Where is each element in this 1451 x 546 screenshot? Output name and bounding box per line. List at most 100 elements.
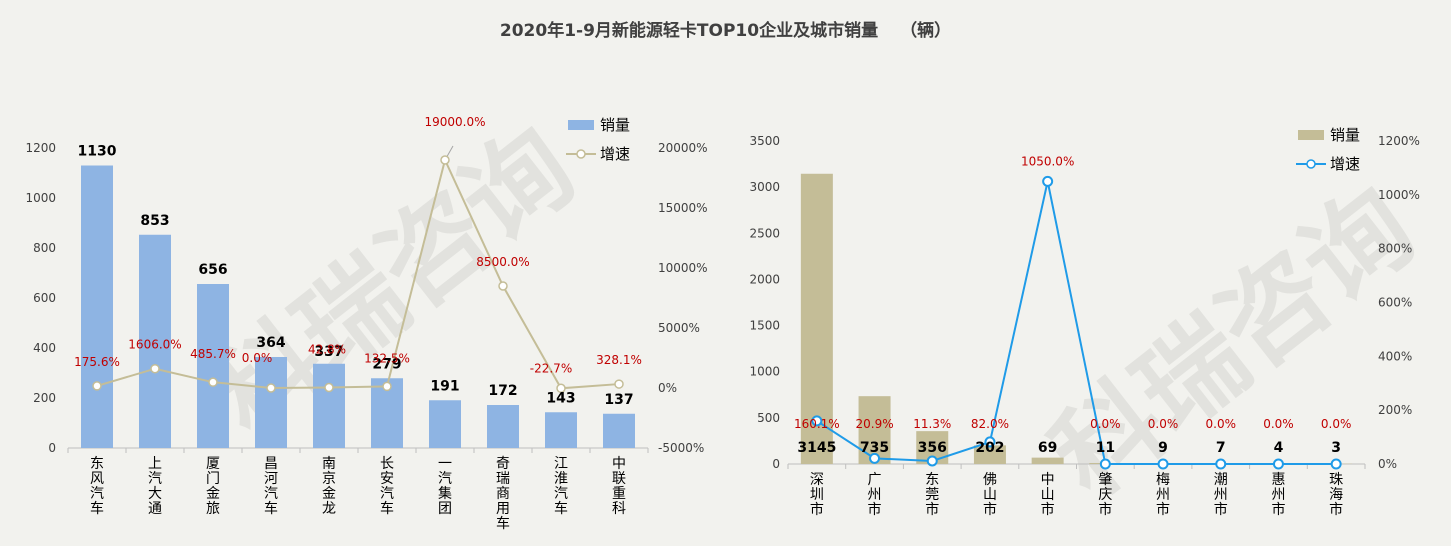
- growth-value-label: 19000.0%: [424, 115, 485, 129]
- bar-value-label: 4: [1274, 440, 1284, 456]
- category-label-char: 瑞: [496, 471, 510, 487]
- category-label-char: 车: [90, 500, 104, 517]
- growth-marker: [498, 281, 508, 291]
- category-label-char: 商: [496, 486, 510, 502]
- category-label-char: 州: [1156, 487, 1170, 503]
- growth-value-label: 0.0%: [1321, 417, 1352, 431]
- bar: [487, 405, 519, 448]
- category-label-char: 市: [925, 501, 939, 518]
- y-tick-label: 1000: [25, 191, 56, 205]
- bar-value-label: 9: [1158, 440, 1168, 456]
- growth-marker: [1042, 175, 1054, 187]
- y-tick-label: 500: [757, 411, 780, 425]
- category-label-char: 车: [554, 500, 568, 517]
- category-label-char: 京: [322, 471, 336, 487]
- category-label-char: 市: [1098, 501, 1112, 518]
- category-label-char: 南: [322, 456, 336, 472]
- y2-tick-label: 10000%: [658, 261, 708, 275]
- category-label-char: 山: [1041, 487, 1055, 503]
- growth-marker: [614, 379, 624, 389]
- legend-bar-label: 销量: [600, 116, 630, 134]
- category-label: 南京金龙: [322, 456, 336, 517]
- growth-value-label: 160.1%: [794, 417, 840, 431]
- legend-line-label: 增速: [600, 145, 630, 163]
- category-label-char: 市: [868, 501, 882, 518]
- category-label-char: 圳: [810, 487, 824, 503]
- category-label-char: 安: [380, 471, 394, 487]
- y-tick-label: 400: [33, 341, 56, 355]
- bar-value-label: 3: [1331, 440, 1341, 456]
- bar: [429, 400, 461, 448]
- category-label-char: 集: [438, 485, 452, 502]
- y-tick-label: 3000: [749, 180, 780, 194]
- category-label-char: 龙: [322, 501, 336, 517]
- category-label-char: 东: [925, 472, 939, 488]
- growth-marker: [869, 452, 881, 464]
- bar: [973, 445, 1006, 464]
- growth-value-label: 42.8%: [308, 342, 346, 356]
- category-label: 上汽大通: [148, 456, 162, 517]
- category-label-char: 惠: [1271, 472, 1285, 488]
- y2-tick-label: 15000%: [658, 201, 708, 215]
- y-tick-label: 2500: [749, 226, 780, 240]
- growth-value-label: 0.0%: [1148, 417, 1179, 431]
- bar: [603, 413, 635, 448]
- bar-value-label: 172: [488, 383, 517, 399]
- category-label: 广州市: [868, 472, 882, 518]
- bar-value-label: 3145: [797, 440, 836, 456]
- growth-value-label: 0.0%: [242, 351, 273, 365]
- category-label-char: 厦: [206, 456, 220, 472]
- bar-value-label: 137: [604, 392, 633, 408]
- bar-value-label: 191: [430, 378, 459, 394]
- category-label-char: 市: [1329, 501, 1343, 518]
- category-label-char: 通: [148, 501, 162, 517]
- bar: [858, 396, 891, 464]
- growth-value-label: 0.0%: [1090, 417, 1121, 431]
- category-label-char: 汽: [380, 486, 394, 502]
- category-label-char: 用: [496, 501, 510, 517]
- category-label-char: 佛: [983, 472, 997, 488]
- category-label-char: 山: [983, 487, 997, 503]
- bar-value-label: 11: [1096, 440, 1115, 456]
- category-label-char: 肇: [1098, 472, 1112, 488]
- watermark-right: 科瑞咨询: [1030, 165, 1436, 520]
- category-label-char: 车: [264, 500, 278, 517]
- growth-marker: [208, 377, 218, 387]
- category-label-char: 中: [1041, 472, 1055, 488]
- chart-title-unit: （辆）: [900, 21, 952, 41]
- bar: [197, 284, 229, 448]
- category-label-char: 市: [983, 501, 997, 518]
- category-label-char: 东: [90, 456, 104, 472]
- category-label: 奇瑞商用车: [496, 455, 510, 532]
- city-chart: 0 500 1000 1500 2000 2500 3000 3500 0% 200% 400% 60…: [749, 126, 1420, 518]
- growth-value-label: 0.0%: [1206, 417, 1237, 431]
- legend-line-label: 增速: [1330, 155, 1360, 173]
- bar-value-label: 1130: [78, 144, 117, 160]
- category-label-char: 州: [868, 487, 882, 503]
- growth-line: [96, 157, 620, 390]
- category-label: 东莞市: [925, 472, 939, 518]
- growth-value-label: 175.6%: [74, 355, 120, 369]
- category-label: 佛山市: [983, 472, 997, 518]
- category-label-char: 一: [438, 456, 452, 472]
- bar: [313, 363, 345, 448]
- legend-line-marker: [1306, 159, 1316, 169]
- growth-value-label: 328.1%: [596, 353, 642, 367]
- y-tick-label: 0: [772, 457, 780, 471]
- category-label-char: 上: [148, 456, 162, 472]
- category-label: 惠州市: [1271, 472, 1285, 518]
- legend-bar-swatch: [568, 120, 594, 130]
- y2-tick-label: 5000%: [658, 321, 700, 335]
- bar-value-label: 337: [314, 344, 343, 360]
- y2-tick-label: 20000%: [658, 141, 708, 155]
- category-label: 中山市: [1041, 472, 1055, 518]
- y2-tick-label: 200%: [1378, 403, 1412, 417]
- category-label-char: 市: [1214, 501, 1228, 518]
- y-tick-label: 1200: [25, 141, 56, 155]
- category-label: 厦门金旅: [206, 456, 220, 517]
- y-tick-label: 3500: [749, 134, 780, 148]
- category-label: 一汽集团: [438, 456, 452, 517]
- category-label: 东风汽车: [90, 456, 104, 517]
- bar-value-label: 853: [140, 213, 169, 229]
